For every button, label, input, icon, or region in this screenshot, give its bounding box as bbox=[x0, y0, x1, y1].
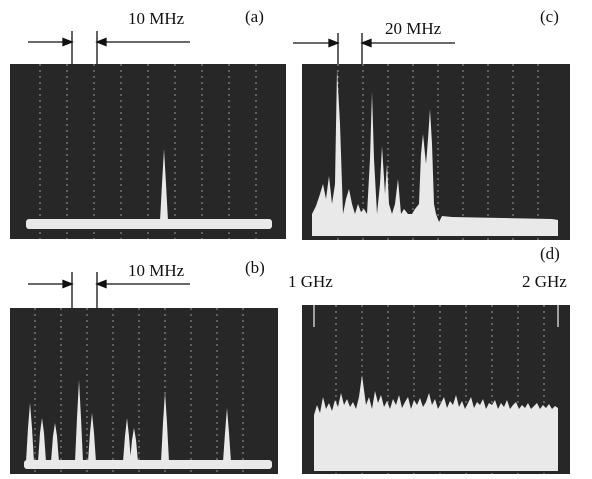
spectrum-screen-c bbox=[302, 64, 570, 240]
separation-marker-c bbox=[293, 33, 455, 70]
spectrum-trace-d bbox=[314, 375, 558, 471]
graticule-b bbox=[34, 308, 244, 474]
spectrum-screen-a bbox=[10, 64, 286, 239]
panel-label-c: (c) bbox=[540, 7, 559, 26]
frequency-spacing-label-a: 10 MHz bbox=[128, 9, 185, 28]
spectrum-trace-c bbox=[312, 69, 558, 236]
frequency-spacing-label-b: 10 MHz bbox=[128, 261, 185, 280]
frequency-end-label-d: 2 GHz bbox=[522, 272, 567, 291]
spectrum-trace-b bbox=[24, 380, 272, 469]
frequency-spacing-label-c: 20 MHz bbox=[385, 19, 442, 38]
separation-marker-a bbox=[28, 31, 190, 70]
panel-label-a: (a) bbox=[245, 7, 264, 26]
spectrum-screen-d bbox=[302, 305, 570, 474]
panel-label-d: (d) bbox=[540, 244, 560, 263]
panel-label-b: (b) bbox=[245, 258, 265, 277]
spectrum-trace-a bbox=[26, 149, 272, 229]
separation-marker-b bbox=[28, 272, 190, 311]
frequency-start-label-d: 1 GHz bbox=[288, 272, 333, 291]
graticule-a bbox=[39, 64, 257, 239]
spectrum-screen-b bbox=[10, 308, 278, 474]
band-edge-markers-d bbox=[313, 305, 559, 327]
